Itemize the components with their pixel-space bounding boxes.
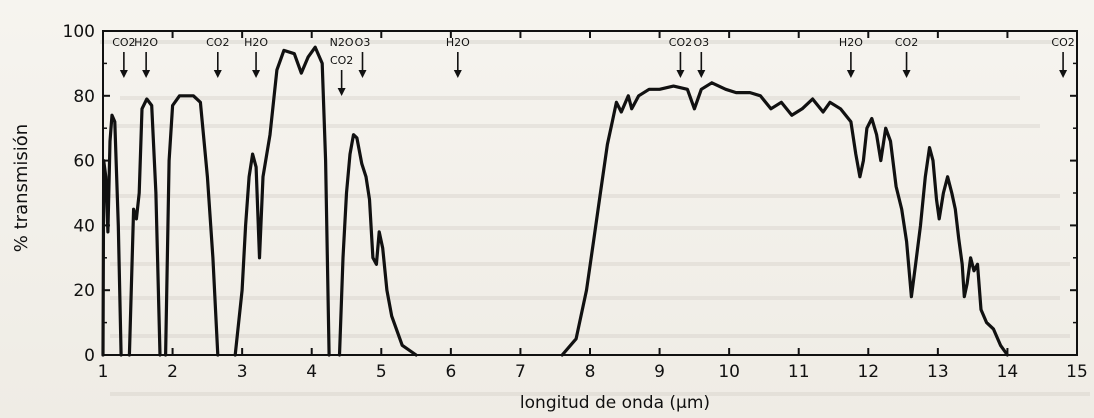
absorption-label: CO2 [206,36,229,49]
absorption-arrowhead [213,70,222,78]
absorption-arrowhead [902,70,911,78]
x-tick-label: 15 [1066,362,1088,382]
transmission-curve [560,81,1009,357]
absorption-arrowhead [846,70,855,78]
x-tick-label: 9 [654,362,665,382]
x-tick-label: 5 [376,362,387,382]
x-tick-label: 12 [857,362,879,382]
absorption-arrowhead [252,70,261,78]
transmission-curve [164,94,220,357]
x-axis-label: longitud de onda (µm) [520,393,710,413]
x-tick-label: 13 [927,362,949,382]
y-tick-label: 80 [73,87,95,107]
absorption-arrowhead [1059,70,1068,78]
absorption-label: CO2 [1051,36,1074,49]
x-tick-label: 4 [306,362,317,382]
absorption-label: N2O [330,36,354,49]
absorption-arrowhead [337,88,346,96]
absorption-label: H2O [839,36,863,49]
y-tick-label: 60 [73,152,95,172]
absorption-label: CO2 [669,36,692,49]
x-tick-label: 2 [167,362,178,382]
x-tick-label: 6 [445,362,456,382]
absorption-label: O3 [693,36,709,49]
absorption-label: H2O [244,36,268,49]
x-tick-label: 14 [997,362,1019,382]
y-axis-label: % transmisión [11,124,32,252]
absorption-arrowhead [453,70,462,78]
transmission-curve [233,45,331,357]
absorption-label: CO2 [895,36,918,49]
absorption-arrowhead [676,70,685,78]
absorption-label: CO2 [112,36,135,49]
absorption-arrowhead [142,70,151,78]
absorption-label: H2O [134,36,158,49]
x-tick-label: 7 [515,362,526,382]
y-tick-label: 0 [84,346,95,366]
x-tick-label: 8 [585,362,596,382]
absorption-arrowhead [697,70,706,78]
x-tick-label: 10 [718,362,740,382]
x-tick-label: 3 [237,362,248,382]
x-tick-label: 1 [98,362,109,382]
absorption-arrowhead [119,70,128,78]
absorption-label: CO2 [330,54,353,67]
transmission-curve [127,97,162,357]
y-tick-label: 40 [73,216,95,236]
absorption-arrowhead [358,70,367,78]
y-tick-label: 100 [63,22,95,42]
x-tick-label: 11 [788,362,810,382]
transmission-curve [101,113,123,357]
transmission-curve [337,133,418,357]
absorption-label: H2O [446,36,470,49]
absorption-label: O3 [355,36,371,49]
y-tick-label: 20 [73,281,95,301]
